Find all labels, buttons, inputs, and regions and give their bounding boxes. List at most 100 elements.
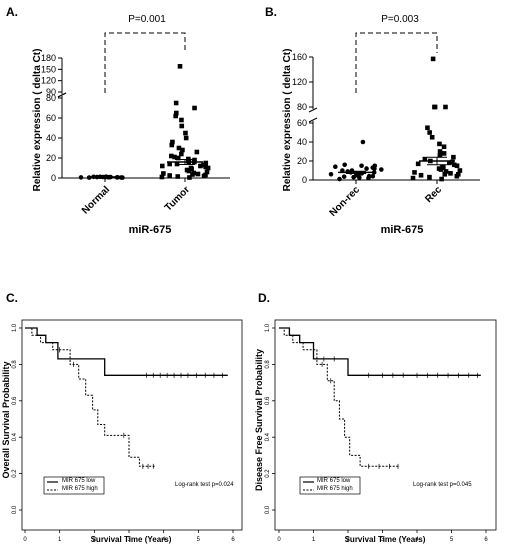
panel-d-frame (274, 319, 497, 531)
x-tick-label: 1 (312, 537, 316, 543)
legend-box (299, 476, 361, 495)
data-point (174, 110, 179, 116)
panel-b-points (328, 56, 463, 182)
data-point (78, 175, 84, 180)
data-point (430, 56, 436, 62)
y-tick-label: 0.0 (265, 505, 271, 514)
data-point (427, 130, 432, 135)
x-tick-label: 5 (450, 537, 454, 543)
data-point (443, 104, 448, 110)
plot-frame (274, 319, 497, 531)
data-point (203, 164, 209, 170)
data-point (188, 165, 194, 171)
data-point (192, 105, 197, 111)
panel-d-letter: D. (258, 291, 270, 305)
panel-d-ylabel: Disease Free Survival Probability (254, 349, 264, 491)
x-tick-label: 1 (58, 537, 62, 543)
panel-c-xlabel: Survival Time (Years) (91, 535, 172, 544)
data-point (194, 149, 200, 155)
data-point (169, 142, 175, 148)
panel-c-ticks: 0 1 2 3 4 5 6 0.0 0.2 0.4 0.6 0.8 1.0 (12, 323, 235, 543)
y-tick-label: 1.0 (265, 323, 271, 332)
data-point (173, 100, 179, 106)
panel-b-significance: P=0.003 (381, 14, 419, 25)
y-tick-label: 0.0 (12, 505, 18, 514)
panel-a: A. P=0.001 Relative expression ( delta C… (6, 5, 230, 236)
data-point (359, 163, 364, 169)
data-point (175, 155, 181, 161)
y-tick-label: 120 (292, 77, 307, 87)
data-point (191, 170, 197, 176)
y-tick-label: 1.0 (12, 323, 18, 332)
x-tick-label: 4 (415, 537, 419, 543)
x-tick-label: 0 (277, 537, 281, 543)
panel-d-legend: MIR 675 low MIR 675 high (299, 476, 361, 495)
data-point (418, 172, 424, 178)
y-tick-label: 0.2 (265, 469, 271, 478)
data-point (451, 154, 456, 160)
data-point (179, 123, 185, 129)
y-tick-label: 120 (41, 76, 56, 86)
y-tick-label: 0.4 (265, 432, 271, 441)
data-point (187, 175, 192, 180)
data-point (415, 161, 421, 167)
data-point (183, 130, 188, 136)
data-point (439, 176, 444, 182)
panel-b-letter: B. (265, 5, 277, 19)
y-tick-label: 0.8 (12, 360, 18, 369)
data-point (371, 170, 377, 175)
data-point (364, 166, 369, 171)
data-point (205, 165, 211, 171)
data-point (169, 153, 174, 159)
data-point (179, 151, 184, 157)
data-point (410, 175, 416, 181)
data-point (170, 139, 175, 145)
panel-c: C. Overall Survival Probability Survival… (1, 291, 243, 544)
panel-a-points (78, 64, 211, 180)
panel-d-curves (279, 327, 481, 469)
y-tick-label: 80 (46, 93, 56, 103)
axis-break-mark (308, 117, 318, 123)
data-point (159, 163, 165, 169)
data-point (370, 173, 376, 179)
panel-c-frame (21, 319, 243, 531)
x-tick-label: 2 (93, 537, 97, 543)
y-tick-label: 20 (46, 153, 56, 163)
data-point (441, 151, 447, 156)
data-point (333, 164, 338, 169)
data-point (432, 104, 438, 110)
y-tick-label: 0.4 (12, 432, 18, 441)
data-point (442, 172, 448, 177)
panel-a-ylabel: Relative expression ( delta Ct) (32, 49, 43, 192)
data-point (173, 113, 178, 119)
x-tick-label: 2 (346, 537, 350, 543)
data-point (436, 166, 442, 171)
y-tick-label: 0.6 (265, 396, 271, 405)
y-tick-label: 160 (292, 52, 307, 62)
data-point (161, 171, 166, 176)
panel-b-ticks: 0 20 40 60 80 120 160 (292, 52, 313, 185)
data-point (437, 149, 443, 154)
panel-a-axis (57, 32, 230, 182)
y-tick-label: 60 (297, 118, 307, 128)
legend-box (43, 476, 105, 495)
panel-a-categories: Normal Tumor (80, 184, 192, 216)
x-tick-label: 5 (197, 537, 201, 543)
survival-curve (279, 327, 481, 376)
panel-b-ylabel: Relative expression ( delta Ct) (282, 49, 293, 192)
data-point (457, 168, 463, 173)
panel-d-ticks: 0 1 2 3 4 5 6 0.0 0.2 0.4 0.6 0.8 1.0 (265, 323, 488, 543)
panel-a-xlabel: miR-675 (129, 224, 172, 236)
data-point (176, 145, 182, 151)
data-point (337, 176, 342, 182)
panel-c-annotation: Log-rank test p=0.024 (175, 482, 234, 488)
significance-bracket (104, 32, 186, 93)
survival-curve (25, 327, 155, 467)
data-point (183, 135, 189, 141)
axis-break-mark (57, 92, 67, 98)
data-point (443, 169, 449, 174)
data-point (328, 172, 334, 177)
data-point (425, 125, 430, 131)
data-point (175, 174, 181, 179)
